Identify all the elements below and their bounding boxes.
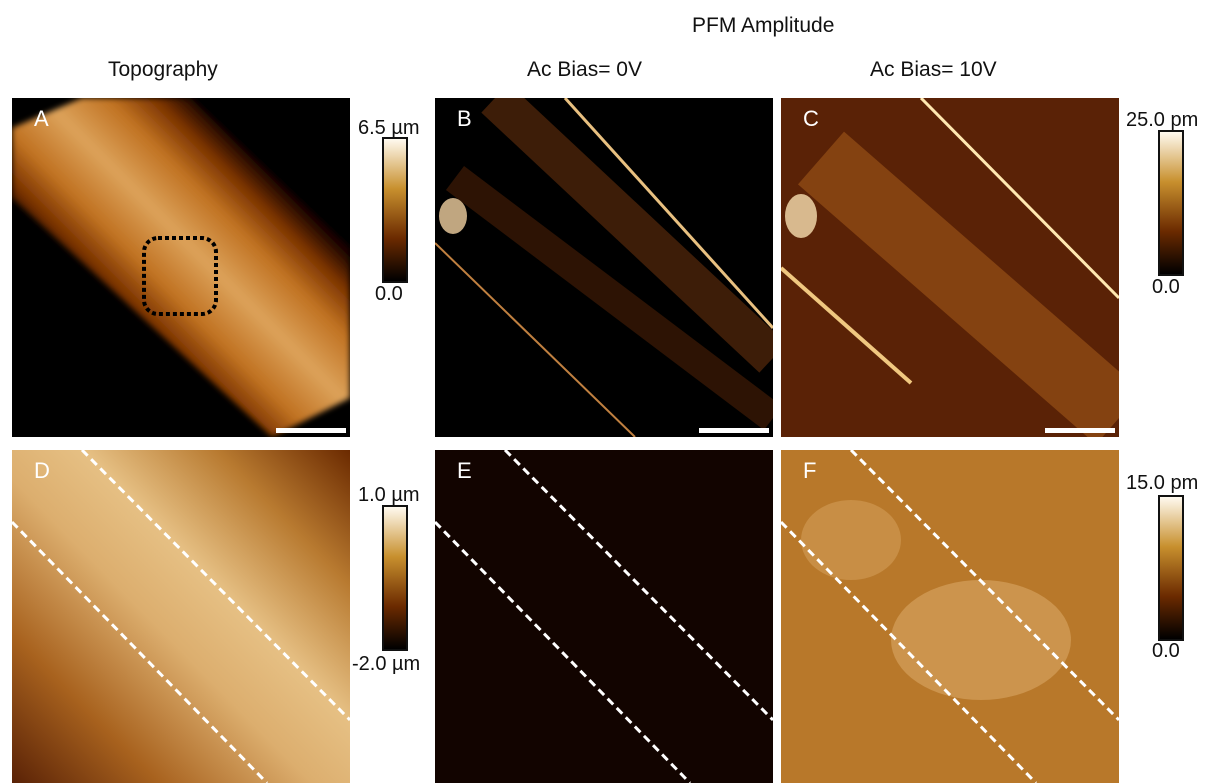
panel-e-image (435, 450, 773, 783)
colorbar-topo-bot (382, 505, 408, 651)
panel-b-pfm-0v: B (435, 98, 773, 437)
panel-label-c: C (803, 106, 819, 131)
panel-label-a: A (34, 106, 49, 131)
colorbar-pfm-top-min: 0.0 (1152, 276, 1180, 298)
colorbar-pfm-bot-min: 0.0 (1152, 640, 1180, 662)
scale-bar-c (1045, 428, 1115, 433)
panel-label-d: D (34, 458, 50, 483)
colorbar-topo-top-max: 6.5 µm (358, 117, 420, 139)
colorbar-pfm-top-max: 25.0 pm (1126, 109, 1199, 131)
colorbar-pfm-top (1158, 130, 1184, 276)
panel-label-b: B (457, 106, 472, 131)
panel-f-image (781, 450, 1119, 783)
panel-b-image (435, 98, 773, 437)
panel-f-pfm-10v-zoom: F (781, 450, 1119, 783)
column-title-bias-0v: Ac Bias= 0V (527, 58, 642, 81)
panel-d-image (12, 450, 350, 783)
colorbar-topo-top (382, 137, 408, 283)
scale-bar-a (276, 428, 346, 433)
colorbar-topo-bot-min: -2.0 µm (352, 653, 421, 675)
panel-d-topography-zoom: D (12, 450, 350, 783)
panel-label-e: E (457, 458, 472, 483)
colorbar-pfm-bot (1158, 495, 1184, 641)
panel-a-topography: A (12, 98, 350, 437)
colorbar-pfm-bot-max: 15.0 pm (1126, 472, 1199, 494)
colorbar-topo-top-min: 0.0 (375, 283, 403, 305)
column-title-topography: Topography (108, 58, 218, 81)
super-title: PFM Amplitude (692, 14, 835, 37)
column-title-bias-10v: Ac Bias= 10V (870, 58, 997, 81)
panel-e-pfm-0v-zoom: E (435, 450, 773, 783)
panel-c-pfm-10v: C (781, 98, 1119, 437)
colorbar-topo-bot-max: 1.0 µm (358, 484, 420, 506)
roi-box (142, 236, 218, 316)
panel-a-image (12, 98, 350, 437)
scale-bar-b (699, 428, 769, 433)
panel-label-f: F (803, 458, 817, 483)
panel-c-image (781, 98, 1119, 437)
